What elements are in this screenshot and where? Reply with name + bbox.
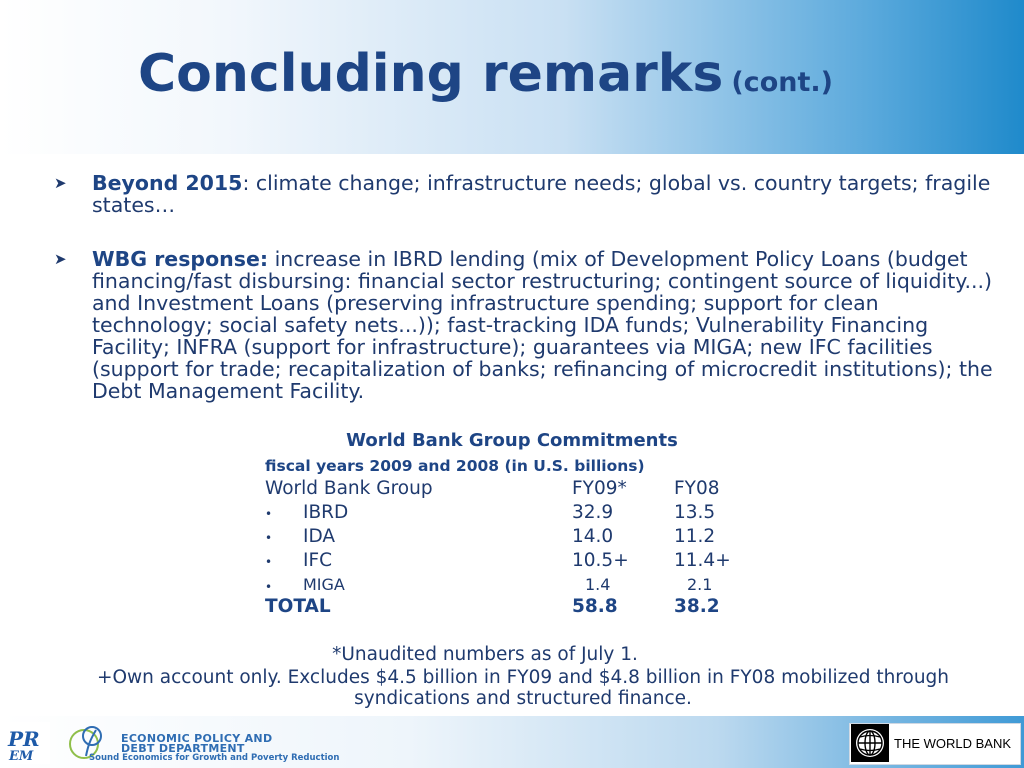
slide-title-text: Concluding remarks: [138, 44, 724, 104]
row-name: IBRD: [303, 502, 349, 523]
bullet-dot: •: [265, 531, 273, 545]
table-header-row: World Bank Group FY09* FY08: [265, 478, 745, 502]
world-bank-globe-icon: [851, 724, 889, 762]
slide-title: Concluding remarks (cont.): [138, 44, 833, 104]
row-fy09: 10.5+: [572, 550, 629, 571]
bullet-beyond-2015: ➤ Beyond 2015: climate change; infrastru…: [52, 172, 1002, 216]
row-name: MIGA: [303, 575, 345, 594]
bullet-wbg-response: ➤ WBG response: increase in IBRD lending…: [52, 248, 1002, 402]
epd-line2: DEBT DEPARTMENT: [121, 742, 245, 755]
epd-tagline: Sound Economics for Growth and Poverty R…: [89, 753, 340, 763]
bullet-lead: Beyond 2015: [92, 171, 243, 195]
table-row: • IDA 14.0 11.2: [265, 526, 745, 550]
row-fy08: 11.4+: [674, 550, 731, 571]
header-band: [0, 0, 1024, 154]
epd-logo-icon: [69, 726, 102, 759]
bullet-text: : climate change; infrastructure needs; …: [92, 171, 991, 217]
svg-text:EM: EM: [8, 749, 34, 764]
svg-text:PR: PR: [7, 727, 40, 751]
row-fy09: 14.0: [572, 526, 614, 547]
table-row: • MIGA 1.4 2.1: [265, 575, 745, 599]
slide-title-suffix: (cont.): [731, 67, 833, 98]
row-name: IDA: [303, 526, 336, 547]
world-bank-label: THE WORLD BANK: [894, 736, 1012, 751]
bullet-dot: •: [265, 507, 273, 521]
prem-logo-icon: PR EM: [6, 722, 50, 764]
note-own-account: +Own account only. Excludes $4.5 billion…: [96, 667, 950, 709]
bullet-dot: •: [265, 580, 273, 594]
bullet-text: increase in IBRD lending (mix of Develop…: [92, 247, 993, 403]
table-row: • IFC 10.5+ 11.4+: [265, 550, 745, 574]
row-fy08: 11.2: [674, 526, 716, 547]
bullet-lead: WBG response:: [92, 247, 269, 271]
note-unaudited: *Unaudited numbers as of July 1.: [332, 644, 638, 665]
table-total-row: TOTAL 58.8 38.2: [265, 596, 745, 620]
row-name: IFC: [303, 550, 333, 571]
row-fy09: 32.9: [572, 502, 614, 523]
arrow-bullet-icon: ➤: [54, 250, 67, 268]
row-fy08: 2.1: [687, 575, 713, 594]
table-row: • IBRD 32.9 13.5: [265, 502, 745, 526]
epd-line1: ECONOMIC POLICY AND: [121, 732, 273, 745]
table-header-fy09: FY09*: [572, 478, 627, 499]
table-header-fy08: FY08: [674, 478, 720, 499]
total-fy09: 58.8: [572, 596, 618, 617]
row-fy08: 13.5: [674, 502, 716, 523]
total-fy08: 38.2: [674, 596, 720, 617]
bullet-list: ➤ Beyond 2015: climate change; infrastru…: [52, 172, 1002, 402]
arrow-bullet-icon: ➤: [54, 174, 67, 192]
table-title: World Bank Group Commitments: [346, 430, 678, 451]
table-subtitle: fiscal years 2009 and 2008 (in U.S. bill…: [265, 457, 645, 475]
table-header-name: World Bank Group: [265, 478, 433, 499]
row-fy09: 1.4: [585, 575, 611, 594]
total-label: TOTAL: [265, 596, 331, 617]
bullet-dot: •: [265, 555, 273, 569]
